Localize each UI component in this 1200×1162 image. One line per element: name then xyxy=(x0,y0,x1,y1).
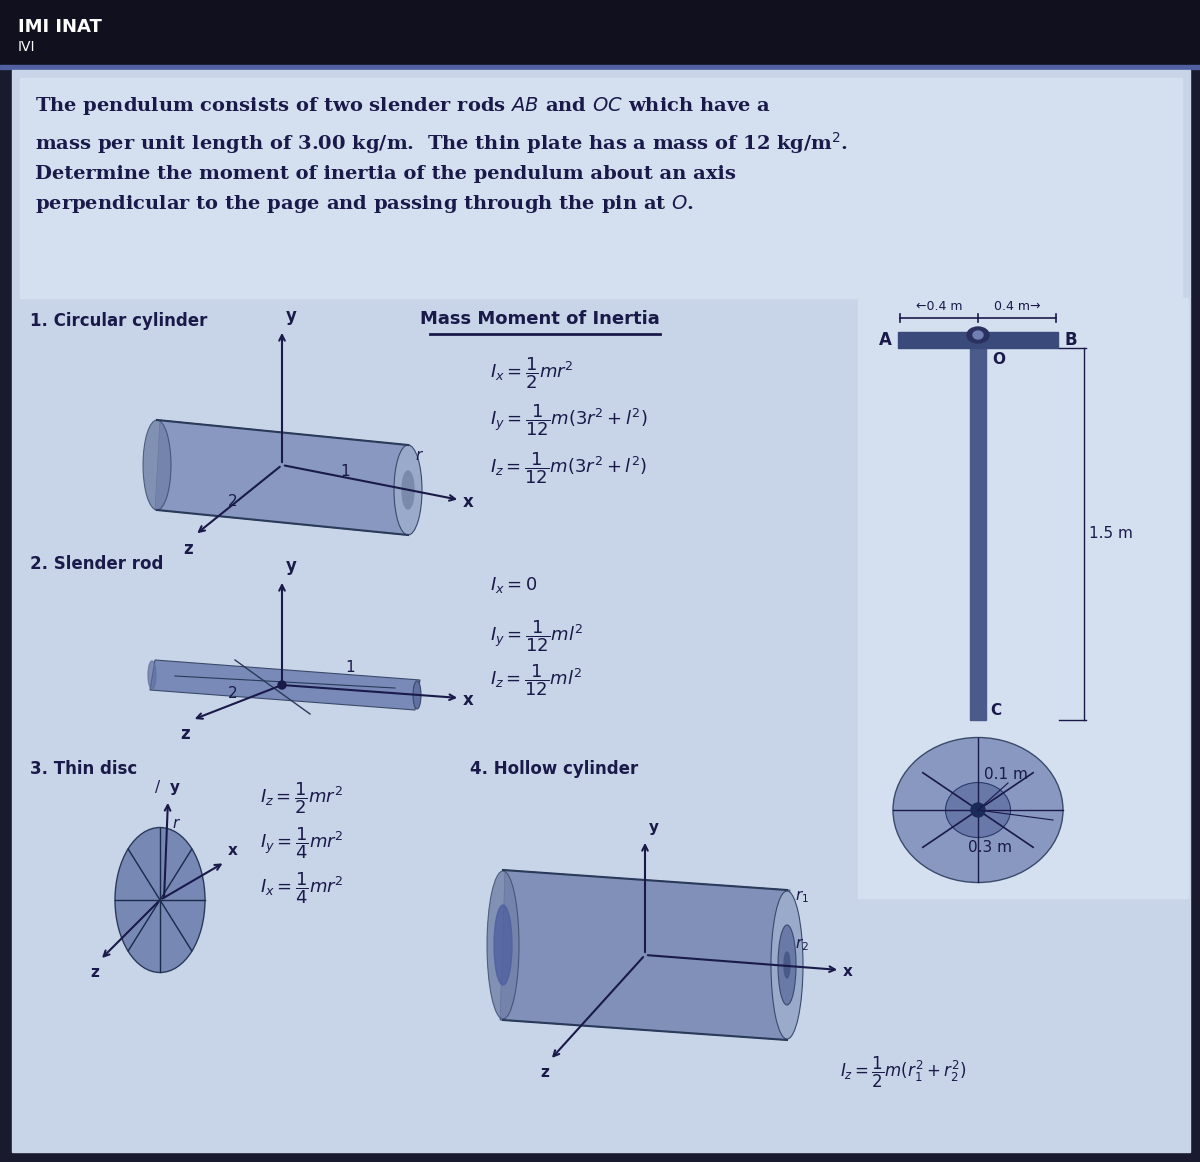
Circle shape xyxy=(971,803,985,817)
Text: 3. Thin disc: 3. Thin disc xyxy=(30,760,137,779)
Ellipse shape xyxy=(115,827,205,973)
Ellipse shape xyxy=(967,327,989,343)
Bar xyxy=(970,347,986,720)
Text: $I_z = \dfrac{1}{12}m(3r^2 + l^2)$: $I_z = \dfrac{1}{12}m(3r^2 + l^2)$ xyxy=(490,450,647,486)
Text: $I_z = \dfrac{1}{2}m(r_1^2 + r_2^2)$: $I_z = \dfrac{1}{2}m(r_1^2 + r_2^2)$ xyxy=(840,1055,966,1090)
Ellipse shape xyxy=(778,925,796,1005)
Text: $I_y = \dfrac{1}{12}ml^2$: $I_y = \dfrac{1}{12}ml^2$ xyxy=(490,618,583,654)
Text: IMI INAT: IMI INAT xyxy=(18,17,102,36)
Text: $r_1$: $r_1$ xyxy=(796,888,809,905)
Text: $I_x = 0$: $I_x = 0$ xyxy=(490,575,538,595)
Text: 1. Circular cylinder: 1. Circular cylinder xyxy=(30,313,208,330)
Text: A: A xyxy=(880,331,892,349)
Ellipse shape xyxy=(784,952,790,978)
Ellipse shape xyxy=(893,738,1063,882)
Text: z: z xyxy=(182,540,193,558)
Text: B: B xyxy=(1064,331,1076,349)
Text: O: O xyxy=(992,352,1006,367)
Text: 4. Hollow cylinder: 4. Hollow cylinder xyxy=(470,760,638,779)
Text: x: x xyxy=(463,493,474,511)
Circle shape xyxy=(278,681,286,689)
Text: $I_y = \dfrac{1}{12}m(3r^2 + l^2)$: $I_y = \dfrac{1}{12}m(3r^2 + l^2)$ xyxy=(490,402,648,438)
Text: 2: 2 xyxy=(228,686,238,701)
Text: r: r xyxy=(415,449,421,464)
Text: y: y xyxy=(286,307,296,325)
Text: x: x xyxy=(842,964,853,980)
Text: $I_z = \dfrac{1}{12}ml^2$: $I_z = \dfrac{1}{12}ml^2$ xyxy=(490,662,582,697)
Text: 2: 2 xyxy=(228,495,238,509)
Text: 1: 1 xyxy=(340,465,349,480)
Bar xyxy=(898,332,1058,347)
Text: $r_2$: $r_2$ xyxy=(796,937,809,953)
Bar xyxy=(0,65,1200,69)
Bar xyxy=(20,78,1182,297)
Text: 0.1 m: 0.1 m xyxy=(984,767,1028,782)
Ellipse shape xyxy=(413,681,421,709)
Ellipse shape xyxy=(402,471,414,509)
Ellipse shape xyxy=(148,661,156,689)
Text: $I_x = \dfrac{1}{2}mr^2$: $I_x = \dfrac{1}{2}mr^2$ xyxy=(490,356,574,390)
Text: $I_z = \dfrac{1}{2}mr^2$: $I_z = \dfrac{1}{2}mr^2$ xyxy=(260,780,343,816)
Bar xyxy=(858,297,1188,898)
Ellipse shape xyxy=(394,445,422,535)
Text: y: y xyxy=(649,820,659,835)
Text: y: y xyxy=(170,780,180,795)
Text: x: x xyxy=(228,842,238,858)
Text: The pendulum consists of two slender rods $\mathit{AB}$ and $\mathit{OC}$ which : The pendulum consists of two slender rod… xyxy=(35,95,848,215)
Ellipse shape xyxy=(946,782,1010,838)
Text: IVI: IVI xyxy=(18,40,36,53)
Text: y: y xyxy=(286,557,296,575)
Ellipse shape xyxy=(973,331,983,339)
Ellipse shape xyxy=(772,891,803,1039)
Ellipse shape xyxy=(143,419,172,510)
Polygon shape xyxy=(155,419,410,535)
Text: x: x xyxy=(463,691,474,709)
Text: $I_x = \dfrac{1}{4}mr^2$: $I_x = \dfrac{1}{4}mr^2$ xyxy=(260,870,343,905)
Bar xyxy=(0,0,1200,65)
Text: $I_y = \dfrac{1}{4}mr^2$: $I_y = \dfrac{1}{4}mr^2$ xyxy=(260,825,343,861)
Ellipse shape xyxy=(487,872,520,1019)
Text: z: z xyxy=(540,1066,548,1079)
Text: 0.3 m: 0.3 m xyxy=(968,840,1012,855)
Polygon shape xyxy=(150,660,420,710)
Ellipse shape xyxy=(494,905,512,985)
Text: 0.4 m→: 0.4 m→ xyxy=(994,300,1040,313)
Polygon shape xyxy=(500,870,790,1040)
Text: /: / xyxy=(155,780,160,795)
Text: 2. Slender rod: 2. Slender rod xyxy=(30,555,163,573)
Text: 1: 1 xyxy=(346,660,355,675)
Text: z: z xyxy=(180,725,190,743)
Text: z: z xyxy=(90,964,98,980)
Text: ←0.4 m: ←0.4 m xyxy=(916,300,962,313)
Text: Mass Moment of Inertia: Mass Moment of Inertia xyxy=(420,310,660,328)
Text: 1.5 m: 1.5 m xyxy=(1090,526,1133,541)
Text: r: r xyxy=(172,816,179,831)
Text: C: C xyxy=(990,703,1001,718)
